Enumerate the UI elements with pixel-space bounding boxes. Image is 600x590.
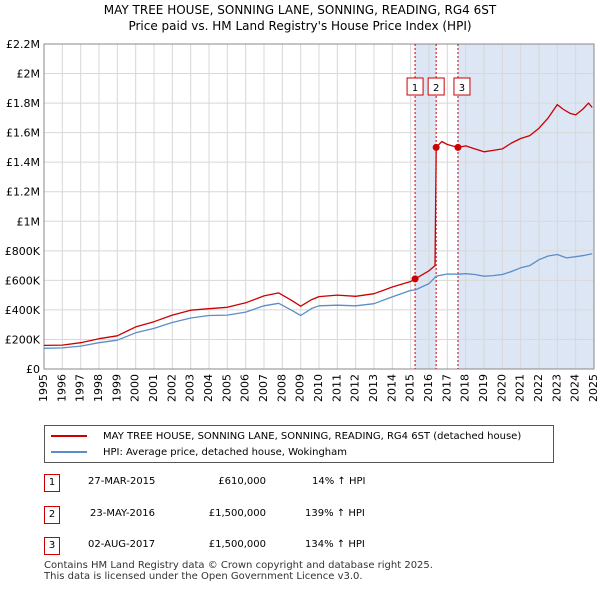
marker-box (453, 77, 471, 96)
x-tick-label: 1999 (110, 374, 123, 402)
legend-swatch-blue (51, 451, 87, 453)
y-tick-label: £1.6M (6, 127, 40, 140)
transaction-date: 23-MAY-2016 (90, 508, 156, 519)
x-tick-label: 2005 (220, 374, 233, 402)
y-tick-label: £400K (5, 304, 41, 317)
legend-item-hpi: HPI: Average price, detached house, Woki… (51, 445, 347, 459)
x-tick-label: 1996 (55, 374, 68, 402)
y-tick-label: £1.4M (6, 156, 40, 169)
shaded-region (457, 44, 594, 369)
x-tick-label: 2018 (459, 374, 472, 402)
y-tick-label: £800K (5, 245, 41, 258)
transaction-hpi: 139% ↑ HPI (305, 508, 365, 519)
x-tick-label: 2015 (404, 374, 417, 402)
transaction-hpi: 14% ↑ HPI (312, 476, 366, 487)
x-tick-label: 2021 (514, 374, 527, 402)
sale-point (432, 143, 440, 151)
y-tick-label: £200K (5, 333, 41, 346)
transaction-hpi: 134% ↑ HPI (305, 539, 365, 550)
y-tick-label: £0 (26, 363, 40, 376)
x-tick-label: 1995 (37, 374, 50, 402)
x-tick-label: 2000 (129, 374, 142, 402)
x-tick-label: 2025 (587, 374, 600, 402)
x-tick-label: 2003 (184, 374, 197, 402)
footer-copyright: Contains HM Land Registry data © Crown c… (44, 560, 433, 571)
chart-title-line2: Price paid vs. HM Land Registry's House … (128, 19, 472, 33)
transaction-price: £610,000 (218, 476, 266, 487)
y-tick-label: £600K (5, 274, 41, 287)
x-tick-label: 2022 (532, 374, 545, 402)
x-tick-label: 1997 (74, 374, 87, 402)
transaction-row: 1 27-MAR-2015 £610,000 14% ↑ HPI (0, 474, 600, 492)
legend: MAY TREE HOUSE, SONNING LANE, SONNING, R… (44, 425, 554, 463)
transaction-price: £1,500,000 (208, 539, 266, 550)
x-tick-label: 2002 (165, 374, 178, 402)
transaction-price: £1,500,000 (208, 508, 266, 519)
transaction-date: 27-MAR-2015 (88, 476, 156, 487)
marker-box-label: 1 (412, 83, 418, 94)
x-tick-label: 2001 (147, 374, 160, 402)
legend-swatch-red (51, 435, 87, 437)
x-tick-label: 1998 (92, 374, 105, 402)
series-line-hpi (43, 253, 593, 349)
x-tick-label: 2016 (422, 374, 435, 402)
x-tick-label: 2004 (202, 374, 215, 402)
marker-box (406, 77, 424, 96)
x-tick-label: 2013 (367, 374, 380, 402)
marker-box-label: 3 (459, 83, 465, 94)
y-tick-label: £1M (17, 215, 41, 228)
price-chart: £0 £200K £400K £600K £800K £1M £1.2M £1.4M £1.6M… (5, 38, 600, 402)
transaction-row: 3 02-AUG-2017 £1,500,000 134% ↑ HPI (0, 537, 600, 555)
x-tick-label: 2011 (330, 374, 343, 402)
marker-box (427, 77, 445, 96)
x-tick-label: 2017 (440, 374, 453, 402)
transaction-row: 2 23-MAY-2016 £1,500,000 139% ↑ HPI (0, 506, 600, 524)
x-tick-label: 2008 (275, 374, 288, 402)
x-tick-label: 2023 (550, 374, 563, 402)
x-tick-label: 2014 (385, 374, 398, 402)
x-tick-label: 2010 (312, 374, 325, 402)
transaction-date: 02-AUG-2017 (88, 539, 156, 550)
legend-label-hpi: HPI: Average price, detached house, Woki… (103, 446, 347, 458)
y-tick-label: £1.2M (6, 186, 40, 199)
transaction-number: 3 (44, 537, 60, 555)
y-tick-label: £1.8M (6, 97, 40, 110)
transaction-number: 2 (44, 506, 60, 524)
legend-label-property: MAY TREE HOUSE, SONNING LANE, SONNING, R… (103, 430, 522, 442)
x-tick-label: 2006 (239, 374, 252, 402)
chart-title-line1: MAY TREE HOUSE, SONNING LANE, SONNING, R… (103, 3, 497, 17)
x-tick-label: 2019 (477, 374, 490, 402)
x-tick-label: 2020 (495, 374, 508, 402)
y-tick-label: £2.2M (6, 38, 40, 51)
transaction-number: 1 (44, 474, 60, 492)
y-tick-label: £2M (17, 68, 41, 81)
sale-point (411, 275, 419, 283)
marker-box-label: 2 (433, 83, 439, 94)
sale-point (454, 143, 462, 151)
legend-item-property: MAY TREE HOUSE, SONNING LANE, SONNING, R… (51, 429, 521, 443)
x-tick-label: 2007 (257, 374, 270, 402)
x-tick-label: 2024 (569, 374, 582, 402)
plot-frame (43, 43, 595, 370)
x-tick-label: 2012 (349, 374, 362, 402)
footer-licence: This data is licensed under the Open Gov… (44, 571, 363, 582)
x-tick-label: 2009 (294, 374, 307, 402)
